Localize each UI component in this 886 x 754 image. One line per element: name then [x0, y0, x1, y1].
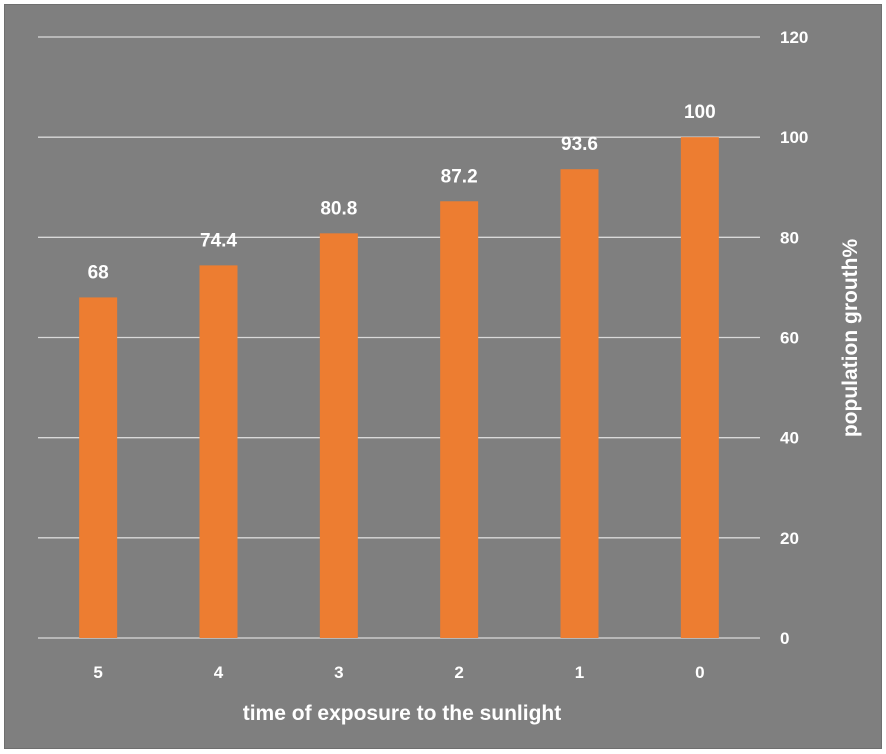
bar [440, 201, 479, 639]
bar [79, 297, 118, 638]
x-tick-label: 5 [93, 663, 102, 682]
y-tick-label: 120 [780, 28, 808, 47]
y-tick-label: 100 [780, 128, 808, 147]
data-label: 74.4 [200, 230, 237, 251]
x-tick-label: 1 [575, 663, 584, 682]
x-tick-label: 4 [214, 663, 224, 682]
y-tick-label: 40 [780, 429, 799, 448]
x-tick-label: 3 [334, 663, 343, 682]
bar [199, 265, 238, 638]
data-label: 80.8 [320, 198, 357, 219]
bars [79, 137, 719, 639]
y-tick-label: 20 [780, 529, 799, 548]
y-tick-label: 60 [780, 329, 799, 348]
x-tick-label: 0 [695, 663, 704, 682]
bar [680, 137, 719, 638]
x-axis-title: time of exposure to the sunlight [243, 702, 562, 725]
data-labels: 68 74.4 80.8 87.2 93.6 100 [88, 102, 716, 283]
data-label: 68 [88, 262, 109, 283]
data-label: 93.6 [561, 134, 598, 155]
y-axis-title: population grouth% [839, 239, 862, 438]
y-axis-ticks: 0 20 40 60 80 100 120 [780, 28, 808, 648]
bar [319, 233, 358, 638]
data-label: 100 [684, 102, 716, 123]
gridlines [38, 36, 760, 639]
y-tick-label: 0 [780, 629, 789, 648]
data-label: 87.2 [441, 166, 478, 187]
x-tick-label: 2 [454, 663, 463, 682]
bar [560, 169, 599, 638]
x-axis-ticks: 5 4 3 2 1 0 [93, 663, 704, 682]
y-tick-label: 80 [780, 228, 799, 247]
